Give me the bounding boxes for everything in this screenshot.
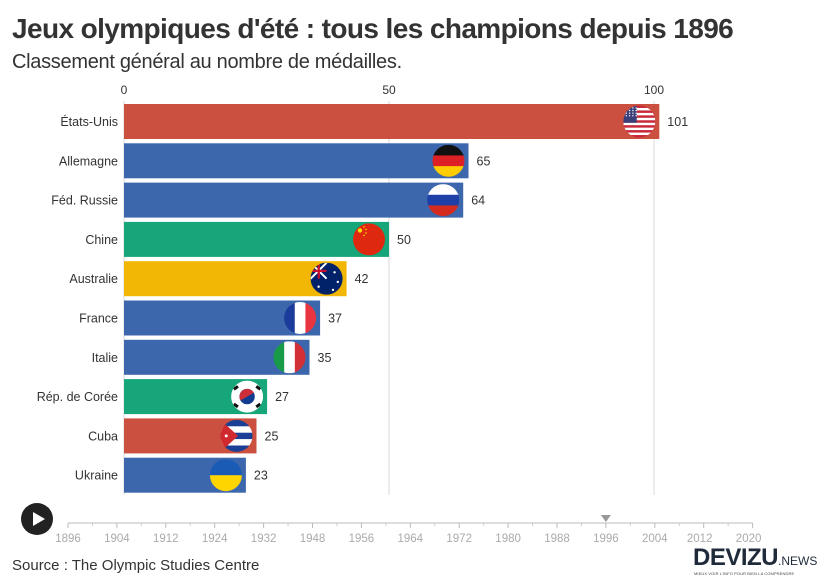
value-label: 23 — [254, 469, 268, 483]
bar[interactable] — [124, 182, 464, 218]
timeline-year-label[interactable]: 1980 — [495, 533, 521, 545]
category-label: Australie — [69, 272, 118, 286]
ukraine-flag-icon — [209, 459, 242, 492]
category-label: Allemagne — [59, 154, 118, 168]
source-note: Source : The Olympic Studies Centre — [12, 557, 260, 574]
italy-flag-icon — [273, 341, 306, 374]
germany-flag-icon — [432, 144, 465, 177]
bar[interactable] — [124, 261, 347, 297]
value-label: 25 — [265, 429, 279, 443]
category-label: France — [79, 312, 118, 326]
timeline-year-label[interactable]: 1924 — [202, 533, 228, 545]
bar-row: Féd. Russie 64 — [51, 182, 485, 218]
category-label: Ukraine — [75, 469, 118, 483]
korea-flag-icon — [231, 380, 264, 413]
category-label: Rép. de Corée — [37, 390, 118, 404]
value-label: 64 — [471, 194, 485, 208]
timeline-year-label[interactable]: 1972 — [446, 533, 472, 545]
value-label: 27 — [275, 390, 289, 404]
bar-row: Chine 50 — [85, 221, 411, 257]
bar-row: Cuba 25 — [88, 418, 279, 454]
value-label: 37 — [328, 312, 342, 326]
category-label: États-Unis — [60, 114, 118, 129]
bar-row: Australie 42 — [69, 261, 369, 297]
logo-tagline: MIEUX VOIR L'INFO POUR BIEN LA COMPRENDR… — [694, 571, 795, 576]
category-label: Italie — [92, 351, 118, 365]
x-tick-label: 50 — [382, 83, 396, 97]
timeline-year-label[interactable]: 1932 — [251, 533, 277, 545]
timeline-year-label[interactable]: 1896 — [55, 533, 81, 545]
timeline-handle[interactable] — [600, 515, 611, 522]
timeline-year-label[interactable]: 1996 — [593, 533, 619, 545]
timeline-year-label[interactable]: 1988 — [544, 533, 570, 545]
chart-title: Jeux olympiques d'été : tous les champio… — [12, 13, 734, 44]
chart-subtitle: Classement général au nombre de médaille… — [12, 51, 402, 73]
timeline-year-label[interactable]: 1964 — [398, 533, 424, 545]
timeline-year-label[interactable]: 2012 — [687, 533, 713, 545]
value-label: 50 — [397, 233, 411, 247]
timeline-year-label[interactable]: 1912 — [153, 533, 179, 545]
cuba-flag-icon — [220, 419, 253, 452]
devizu-logo[interactable]: DEVIZU.NEWS MIEUX VOIR L'INFO POUR BIEN … — [693, 544, 818, 579]
value-label: 65 — [477, 154, 491, 168]
bar[interactable] — [124, 143, 469, 179]
play-icon — [33, 512, 45, 526]
timeline-year-label[interactable]: 1948 — [300, 533, 326, 545]
value-label: 35 — [318, 351, 332, 365]
bar-row: Italie 35 — [92, 339, 332, 375]
bar-row: France 37 — [79, 300, 342, 336]
timeline-year-label[interactable]: 2004 — [642, 533, 668, 545]
australia-flag-icon — [310, 262, 343, 295]
timeline-year-label[interactable]: 2020 — [736, 533, 762, 545]
category-label: Chine — [85, 233, 118, 247]
bar[interactable] — [124, 221, 389, 257]
bar-row: Rép. de Corée 27 — [37, 379, 289, 415]
bar-row: Allemagne 65 — [59, 143, 491, 179]
bar-row: Ukraine 23 — [75, 457, 268, 493]
play-button[interactable] — [21, 503, 53, 535]
timeline-year-label[interactable]: 1904 — [104, 533, 130, 545]
bar-row: États-Unis 101 — [60, 104, 688, 139]
timeline-year-label[interactable]: 1956 — [349, 533, 375, 545]
x-tick-label: 100 — [644, 83, 664, 97]
bar[interactable] — [124, 104, 660, 139]
category-label: Cuba — [88, 429, 118, 443]
value-label: 42 — [355, 272, 369, 286]
china-flag-icon — [353, 223, 385, 256]
logo-suffix: .NEWS — [778, 554, 818, 568]
france-flag-icon — [284, 302, 317, 334]
x-tick-label: 0 — [121, 83, 128, 97]
russia-flag-icon — [427, 184, 460, 217]
value-label: 101 — [667, 115, 688, 129]
category-label: Féd. Russie — [51, 194, 118, 208]
logo-main-text: DEVIZU — [693, 544, 779, 571]
